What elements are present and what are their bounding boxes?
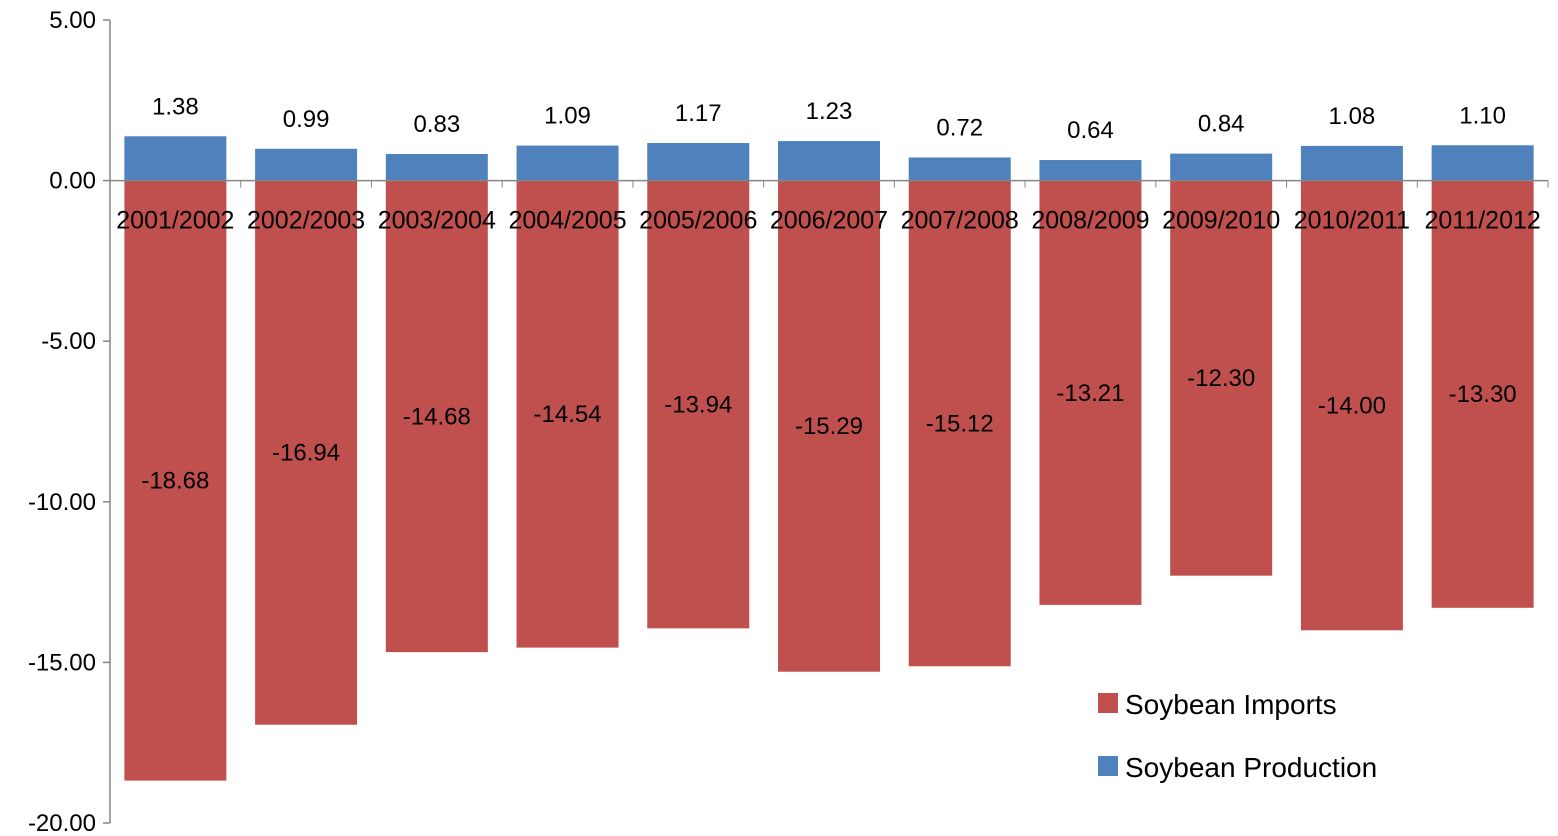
bar-imports <box>1300 180 1403 631</box>
x-tick-label: 2011/2012 <box>1424 207 1540 235</box>
data-label-production: 0.72 <box>936 114 983 141</box>
y-tick-label: 5.00 <box>49 7 96 34</box>
bar-production <box>778 141 880 181</box>
bar-imports <box>124 180 227 781</box>
labels-layer: 1.38 -18.68 2001/2002 0.99 -16.94 2002/2003 0.… <box>28 7 1541 836</box>
x-tick-label: 2005/2006 <box>639 207 757 235</box>
y-tick-label: -20.00 <box>28 810 96 836</box>
x-tick-label: 2001/2002 <box>116 207 234 235</box>
bar-production <box>516 145 619 181</box>
data-label-production: 1.38 <box>152 93 199 120</box>
data-label-production: 1.08 <box>1329 103 1376 130</box>
bar-imports <box>516 180 619 648</box>
data-label-imports: -13.30 <box>1449 381 1517 408</box>
bar-imports <box>1431 180 1534 608</box>
x-tick-label: 2004/2005 <box>508 207 626 235</box>
data-label-production: 1.17 <box>675 100 722 127</box>
data-label-imports: -16.94 <box>272 440 340 467</box>
data-label-imports: -15.29 <box>795 413 863 440</box>
data-label-imports: -14.00 <box>1318 392 1386 419</box>
bar-production <box>1170 153 1273 181</box>
bar-production <box>1039 160 1142 181</box>
axes-layer <box>103 19 1549 824</box>
bar-imports <box>255 180 358 725</box>
y-tick-label: -5.00 <box>41 328 96 355</box>
bar-imports <box>1039 180 1142 605</box>
bar-imports <box>647 180 750 629</box>
bar-imports <box>1170 180 1273 576</box>
bar-production <box>255 148 358 181</box>
bar-production <box>908 157 1011 181</box>
x-tick-label: 2007/2008 <box>901 207 1019 235</box>
legend-swatch <box>1098 693 1118 713</box>
bar-imports <box>778 180 880 672</box>
y-tick-label: -15.00 <box>28 649 96 676</box>
data-label-production: 1.10 <box>1459 102 1506 129</box>
data-label-production: 0.64 <box>1067 117 1114 144</box>
x-tick-label: 2003/2004 <box>378 207 496 235</box>
bar-imports <box>385 180 488 653</box>
data-label-imports: -14.68 <box>403 403 471 430</box>
x-tick-label: 2009/2010 <box>1162 207 1280 235</box>
x-tick-label: 2006/2007 <box>770 207 888 235</box>
data-label-imports: -14.54 <box>534 401 602 428</box>
y-tick-label: -10.00 <box>28 489 96 516</box>
data-label-production: 0.83 <box>413 111 460 138</box>
x-tick-label: 2002/2003 <box>247 207 365 235</box>
legend-label: Soybean Production <box>1125 752 1377 783</box>
bar-production <box>647 143 750 181</box>
x-tick-label: 2010/2011 <box>1294 207 1410 235</box>
y-tick-label: 0.00 <box>49 168 96 195</box>
data-label-production: 1.23 <box>806 98 853 125</box>
legend: Soybean Imports Soybean Production <box>1098 689 1377 783</box>
x-tick-label: 2008/2009 <box>1031 207 1149 235</box>
data-label-imports: -12.30 <box>1187 365 1255 392</box>
bar-production <box>385 153 488 181</box>
data-label-production: 0.99 <box>283 106 330 133</box>
data-label-imports: -13.94 <box>664 391 732 418</box>
legend-swatch <box>1098 756 1118 776</box>
bar-production <box>124 136 227 181</box>
bar-imports <box>908 180 1011 667</box>
legend-label: Soybean Imports <box>1125 689 1337 720</box>
bar-production <box>1300 145 1403 181</box>
data-label-imports: -15.12 <box>926 410 994 437</box>
data-label-production: 0.84 <box>1198 111 1245 138</box>
data-label-imports: -18.68 <box>141 468 209 495</box>
bars-layer <box>124 136 1534 781</box>
data-label-imports: -13.21 <box>1056 380 1124 407</box>
bar-production <box>1431 145 1534 181</box>
data-label-production: 1.09 <box>544 103 591 130</box>
